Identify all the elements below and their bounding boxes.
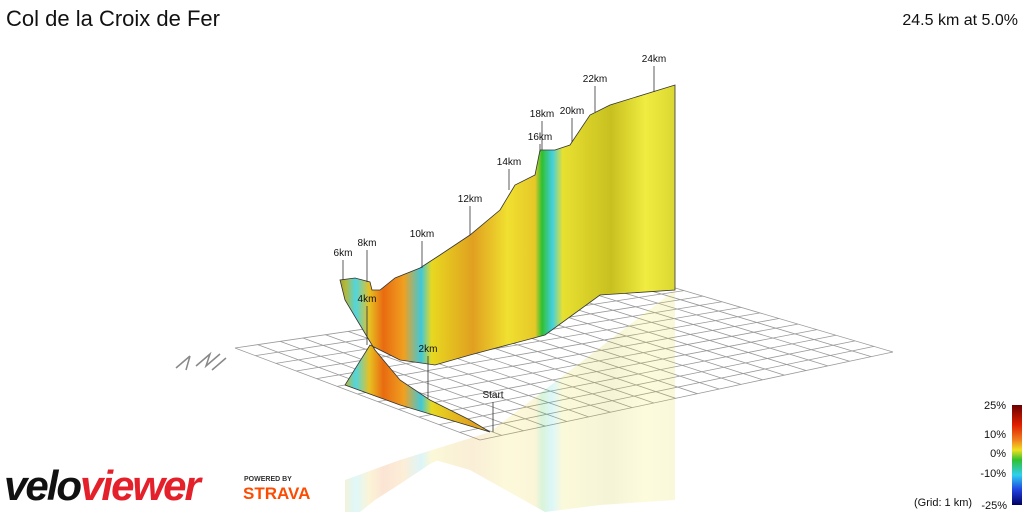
scale-label: 10%	[984, 429, 1006, 441]
km-marker: 2km	[419, 344, 438, 355]
grid-note: (Grid: 1 km)	[914, 497, 973, 509]
km-marker: 4km	[358, 294, 377, 305]
scale-label: 0%	[990, 448, 1006, 460]
partner: STRAVA	[243, 484, 311, 503]
reflection	[345, 290, 675, 512]
compass	[175, 351, 227, 371]
scale-label: -25%	[981, 500, 1007, 512]
gradient-scale	[1012, 405, 1022, 505]
logo-part: viewer	[80, 462, 201, 509]
km-marker: 18km	[530, 109, 554, 120]
km-marker: 24km	[642, 54, 666, 65]
summary: 24.5 km at 5.0%	[902, 12, 1018, 29]
powered-by: POWERED BY	[244, 476, 292, 483]
logo-part: velo	[4, 462, 82, 509]
logo: veloviewer	[4, 462, 201, 510]
km-marker: 8km	[358, 238, 377, 249]
km-marker: 12km	[458, 194, 482, 205]
grid-line	[337, 312, 761, 387]
km-marker: 16km	[528, 132, 552, 143]
km-marker: 10km	[410, 229, 434, 240]
scale-label: -10%	[980, 468, 1006, 480]
scale-label: 25%	[984, 400, 1006, 412]
km-marker: 22km	[583, 74, 607, 85]
title: Col de la Croix de Fer	[6, 6, 220, 31]
km-marker: 6km	[334, 248, 353, 259]
elevation-wall	[339, 84, 676, 433]
km-marker: 14km	[497, 157, 521, 168]
km-marker: 20km	[560, 106, 584, 117]
km-marker: Start	[482, 390, 503, 401]
